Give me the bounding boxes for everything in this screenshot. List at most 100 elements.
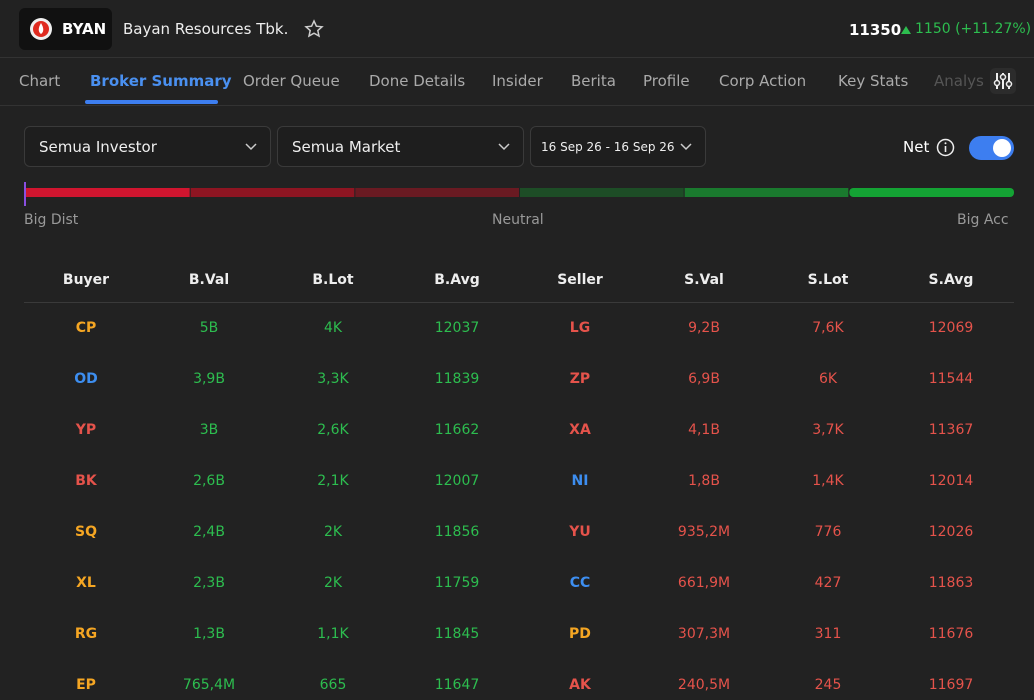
investor-label: Semua Investor [39,138,157,156]
table-cell: 3,9B [193,371,225,387]
favorite-star[interactable] [304,19,324,39]
chevron [245,143,257,151]
broker-code: YU [569,524,591,540]
table-cell: 12026 [928,524,974,540]
market-label: Semua Market [292,138,401,156]
price: 11350 [849,21,902,39]
tab[interactable]: Berita [571,72,616,90]
column-header: S.Val [684,272,724,288]
broker-code: PD [569,626,591,642]
table-cell: 12069 [928,320,974,336]
table-cell: 3,3K [317,371,349,387]
broker-code: CP [75,320,97,336]
tab[interactable]: Order Queue [243,72,340,90]
gauge-segment [520,188,684,197]
market-dropdown[interactable]: Semua Market [277,126,524,167]
tab-bar: Chart Broker Summary Order Queue Done Detai… [0,58,1034,106]
gauge-right: Big Acc [957,212,1009,228]
table-cell: 4,1B [688,422,720,438]
table-cell: 12014 [928,473,974,489]
table-cell: 776 [814,524,842,540]
table-cell: 3,7K [812,422,844,438]
gauge-segment [190,188,355,197]
table-cell: 11662 [434,422,480,438]
table-cell: 12007 [434,473,480,489]
broker-code: XL [76,575,96,591]
column-header: Buyer [62,272,110,288]
tab[interactable]: Insider [492,72,543,90]
gauge-segment [355,188,519,197]
broker-code: RG [74,626,98,642]
broker-code: ZP [569,371,591,387]
investor-dropdown[interactable]: Semua Investor [24,126,271,167]
ticker-badge[interactable]: BYAN [19,8,112,50]
table-cell: 765,4M [182,677,236,693]
table-cell: 2K [323,575,343,591]
chevron [498,143,510,151]
ticker: BYAN [62,20,107,38]
table-cell: 1,4K [812,473,844,489]
table-cell: 11367 [928,422,974,438]
broker-code: LG [569,320,591,336]
table-cell: 11845 [434,626,480,642]
table-cell: 2,4B [193,524,225,540]
tab-underline [85,100,218,104]
broker-code: OD [74,371,98,387]
table-cell: 1,3B [193,626,225,642]
table-cell: 2,6K [317,422,349,438]
table-cell: 11759 [434,575,480,591]
gauge-segment [849,188,1014,197]
broker-code: SQ [75,524,97,540]
broker-code: XA [569,422,591,438]
header: BYAN Bayan Resources Tbk. 11350 1150 (+1… [0,0,1034,58]
logo-icon [30,18,52,40]
table-cell: 245 [814,677,842,693]
tab[interactable]: Key Stats [838,72,909,90]
table-cell: 11863 [928,575,974,591]
table-divider [24,302,1014,303]
table-cell: 11856 [434,524,480,540]
net-toggle[interactable] [969,136,1014,160]
broker-code: EP [76,677,96,693]
table-cell: 2,6B [193,473,225,489]
column-header: Seller [557,272,603,288]
tab[interactable]: Broker Summary [90,72,232,90]
settings-button[interactable] [990,68,1016,94]
broker-code: BK [75,473,97,489]
table-cell: 2,3B [193,575,225,591]
up-arrow [901,26,911,34]
table-cell: 2K [323,524,343,540]
table-cell: 311 [814,626,842,642]
gauge-bar [24,182,1014,206]
gauge-left: Big Dist [24,212,79,228]
table-cell: 5B [199,320,219,336]
chevron [680,143,692,151]
info-icon[interactable] [936,138,955,157]
column-header: S.Avg [928,272,974,288]
gauge-marker [24,182,26,206]
tab[interactable]: Chart [19,72,61,90]
table-cell: 935,2M [677,524,731,540]
table-cell: 7,6K [812,320,844,336]
table-cell: 6K [818,371,838,387]
tab[interactable]: Corp Action [719,72,807,90]
gauge-segment [26,188,190,197]
table-cell: 4K [323,320,343,336]
table-cell: 3B [199,422,219,438]
table-cell: 661,9M [677,575,731,591]
table-cell: 12037 [434,320,480,336]
table-cell: 11544 [928,371,974,387]
tab[interactable]: Profile [643,72,690,90]
table-cell: 2,1K [317,473,349,489]
company-name: Bayan Resources Tbk. [123,20,289,38]
table-cell: 11676 [928,626,974,642]
tab[interactable]: Done Details [369,72,466,90]
tab[interactable]: Analys [934,72,984,90]
date-dropdown[interactable]: 16 Sep 26 - 16 Sep 26 [530,126,706,167]
table-cell: 1,8B [688,473,720,489]
table-cell: 6,9B [688,371,720,387]
price-change: 1150 (+11.27%) [915,21,1032,37]
broker-code: YP [75,422,97,438]
